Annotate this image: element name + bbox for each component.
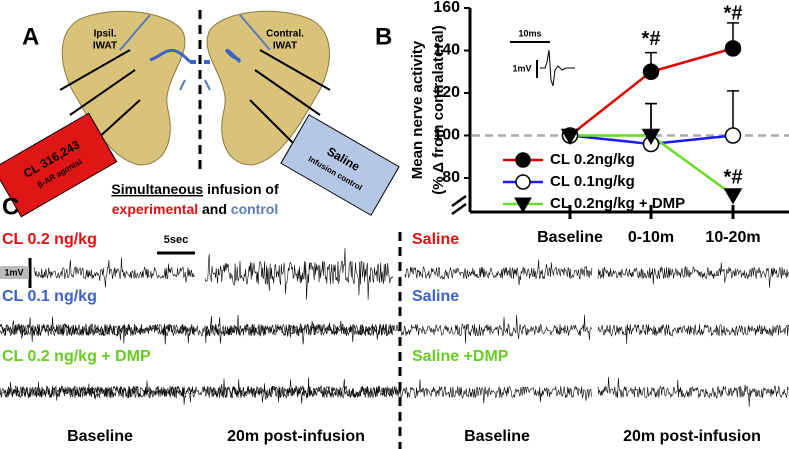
row-label: Saline +DMP [412,348,509,365]
column-label: 20m post-infusion [227,428,365,445]
marker [642,63,660,80]
nerve-trace [204,316,393,343]
scale-label-bg [0,266,29,279]
row-label: CL 0.2 ng/kg + DMP [2,348,151,365]
nerve-trace [33,257,196,288]
annotation: *# [642,28,661,50]
nerve-trace [0,314,592,345]
depot-label: Contral. [266,29,304,40]
inset-label: 10ms [518,28,541,38]
nerve-trace [597,323,789,344]
marker [724,127,742,144]
panel-b: B Mean nerve activity (% Δ from contrala… [375,0,789,246]
x-tick-label: 10-20m [705,229,760,246]
needles [59,49,331,151]
control-box: Saline Infusion control [280,114,400,216]
marker [641,128,661,146]
depot-label: IWAT [93,41,117,52]
scale-label: 5sec [164,234,188,246]
legend-label: CL 0.1ng/kg [550,173,635,190]
y-tick-label: 100 [433,127,460,144]
y-axis-label: Mean nerve activity [409,40,426,179]
y-tick-label: 80 [442,169,460,186]
marker [560,128,580,146]
y-tick-label: 120 [433,84,460,101]
row-label: Saline [412,288,459,305]
nerve [149,48,242,64]
y-tick-label: 160 [433,0,460,16]
panel-c: C 5sec 1mV CL 0.2 ng/kg CL 0.1 ng/kg CL 0.… [0,193,789,449]
box [280,114,400,216]
column-label: Baseline [464,428,530,445]
legend-marker [515,152,531,168]
legend-marker [515,174,531,190]
axis-break [451,194,467,216]
caption-part: experimental [112,201,198,217]
inset-label: 1mV [512,63,531,73]
depot-label: IWAT [273,41,297,52]
panel-label: C [2,193,19,220]
marker [724,40,742,57]
row-label: Saline [412,231,459,248]
caption-part: and [202,201,227,217]
caption-part: Simultaneous [111,181,203,197]
caption: experimental and control [112,201,279,217]
legend-label: CL 0.2ng/kg [550,151,635,168]
legend-marker [514,197,532,214]
row-label: CL 0.2 ng/kg [2,231,97,248]
drug-box: CL 316,243 β-AR agonist [0,112,118,218]
nerve-trace [0,378,592,405]
annotation: *# [724,3,743,25]
caption: Simultaneous infusion of [111,181,279,197]
marker [723,188,743,205]
y-tick-label: 140 [433,42,460,59]
inset-spike [540,49,575,87]
left-depot [61,10,186,166]
caption-part: control [231,201,278,217]
row-label: CL 0.1 ng/kg [2,288,97,305]
panel-a: A Ipsil. IWAT Contral. IWAT CL 316,243 β… [0,10,400,218]
panel-label: B [375,23,392,50]
column-label: 20m post-infusion [623,428,761,445]
caption-part: infusion of [207,181,279,197]
y-axis-label: (% Δ from contralateral) [430,25,447,194]
arrows [119,14,271,91]
nerve-trace [597,262,789,288]
panel-label: A [22,23,39,50]
legend-label: CL 0.2ng/kg + DMP [550,195,685,212]
nerve-trace [0,381,195,400]
nerve-trace [404,259,593,286]
box [0,112,118,218]
right-depot [206,10,330,166]
depot-label: Ipsil. [94,29,117,40]
x-tick-label: Baseline [537,229,603,246]
nerve-trace [597,376,789,407]
nerve-trace [204,248,393,300]
x-tick-label: 0-10m [628,229,674,246]
annotation: *# [724,166,743,188]
scale-label: 1mV [4,267,23,277]
column-label: Baseline [67,428,133,445]
